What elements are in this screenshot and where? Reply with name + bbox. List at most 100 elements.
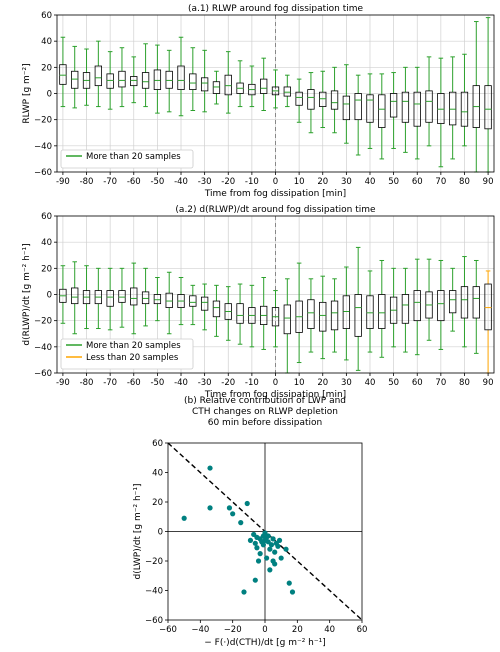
box-iqr [401, 294, 410, 324]
panel-b-point [270, 536, 276, 542]
panel-a1-ytick-label: −60 [34, 168, 52, 178]
panel-a2-box [389, 267, 398, 348]
panel-a2-box [177, 276, 185, 326]
panel-a1-xlabel: Time from fog dissipation [min] [204, 189, 346, 199]
box-iqr [141, 291, 150, 305]
panel-a2-xtick-label: 20 [317, 378, 328, 388]
panel-a1-xtick-label: 80 [459, 177, 470, 187]
panel-a2-xtick-label: 40 [365, 378, 376, 388]
panel-a1-box [425, 56, 433, 147]
panel-b-ytick-label: −60 [145, 616, 163, 626]
panel-a1-box [271, 69, 280, 109]
panel-b-ytick-label: −40 [145, 587, 163, 597]
box-iqr [437, 290, 445, 322]
panel-b-point [278, 555, 284, 561]
panel-a1-box [141, 43, 150, 108]
box-iqr [330, 90, 339, 110]
panel-a1-box [307, 72, 315, 134]
box-iqr [189, 73, 197, 90]
panel-a2-box [106, 267, 114, 331]
panel-b-point [241, 589, 247, 595]
panel-a1-xtick-label: -50 [150, 177, 164, 187]
panel-b-point [264, 555, 270, 561]
panel-a2-box [330, 278, 339, 353]
box-iqr [118, 70, 126, 88]
box-iqr [342, 95, 351, 121]
panel-a1-box [330, 66, 339, 134]
box-iqr [200, 296, 209, 311]
panel-a1-xtick-label: -60 [127, 177, 141, 187]
panel-a1-box [378, 73, 386, 160]
panel-a1-box [354, 74, 362, 156]
panel-a1-xtick-label: -30 [198, 177, 212, 187]
panel-a1-title: (a.1) RLWP around fog dissipation time [188, 4, 364, 14]
panel-a2-box [283, 278, 291, 374]
box-iqr [401, 91, 410, 123]
panel-a1-xtick-label: 10 [294, 177, 305, 187]
box-iqr [460, 91, 469, 127]
box-iqr [165, 70, 173, 89]
panel-b-xtick-label: 60 [357, 625, 368, 635]
panel-a1-xtick-label: 40 [365, 177, 376, 187]
panel-b-xtick-label: −40 [191, 625, 209, 635]
panel-a2-box [59, 265, 67, 324]
panel-b-point [207, 505, 213, 511]
panel-a1-box [342, 64, 351, 144]
panel-a1-box [165, 49, 173, 113]
panel-a2-box [141, 267, 150, 327]
box-iqr [366, 295, 374, 329]
panel-a2-xtick-label: 50 [388, 378, 399, 388]
panel-a1-ytick-label: 40 [41, 37, 52, 47]
panel-a2-xtick-label: -10 [245, 378, 259, 388]
panel-a1-ylabel: RLWP [g m⁻²] [22, 63, 32, 123]
panel-a2-box [212, 284, 221, 337]
panel-b-title-line: CTH changes on RLWP depletion [192, 407, 338, 417]
panel-a1-box [283, 74, 291, 108]
box-iqr [212, 81, 221, 94]
panel-a1-box [130, 56, 138, 104]
box-iqr [106, 290, 114, 307]
panel-b-xtick-label: −60 [159, 625, 177, 635]
panel-a2-box [189, 284, 197, 326]
panel-a1-xtick-label: 30 [341, 177, 352, 187]
box-iqr [236, 303, 244, 324]
panel-b-ytick-label: 0 [158, 528, 163, 538]
panel-a2-xtick-label: 80 [459, 378, 470, 388]
panel-a1-box [118, 47, 126, 108]
panel-a2-box [94, 267, 102, 330]
panel-a1-ytick-label: 20 [41, 63, 52, 73]
box-iqr [141, 72, 150, 89]
panel-a2-box [460, 256, 469, 348]
panel-b-xtick-label: 40 [324, 625, 335, 635]
panel-a2-box [401, 267, 410, 353]
panel-a2-box [82, 265, 91, 330]
panel-b-point [289, 589, 296, 595]
box-iqr [165, 292, 173, 308]
panel-a1-box [189, 47, 197, 112]
panel-a1-box [212, 70, 221, 105]
box-iqr [177, 65, 185, 90]
panel-a1-box [460, 53, 469, 147]
panel-b-ytick-label: 20 [152, 498, 163, 508]
panel-a2-box [342, 266, 351, 361]
box-iqr [319, 301, 327, 332]
box-iqr [295, 91, 303, 106]
panel-b-point [244, 500, 250, 507]
panel-a2-box [449, 267, 457, 332]
panel-a2-box [118, 267, 126, 328]
panel-b-point [267, 546, 273, 552]
box-iqr [59, 64, 67, 85]
panel-a1-box [366, 73, 374, 149]
panel-a1-ytick-label: 60 [41, 11, 52, 21]
box-iqr [366, 94, 374, 123]
box-iqr [260, 78, 268, 94]
box-iqr [212, 300, 221, 318]
panel-b-point [283, 546, 289, 552]
box-iqr [437, 93, 445, 124]
panel-a1-box [224, 51, 232, 114]
panel-b-ylabel: d(LWP)/dt [g m⁻² h⁻¹] [133, 483, 143, 579]
panel-a2-box [354, 246, 362, 371]
panel-a2-xtick-label: -60 [127, 378, 141, 388]
panel-a2-xtick-label: 60 [412, 378, 423, 388]
panel-a1-xtick-label: -20 [221, 177, 235, 187]
